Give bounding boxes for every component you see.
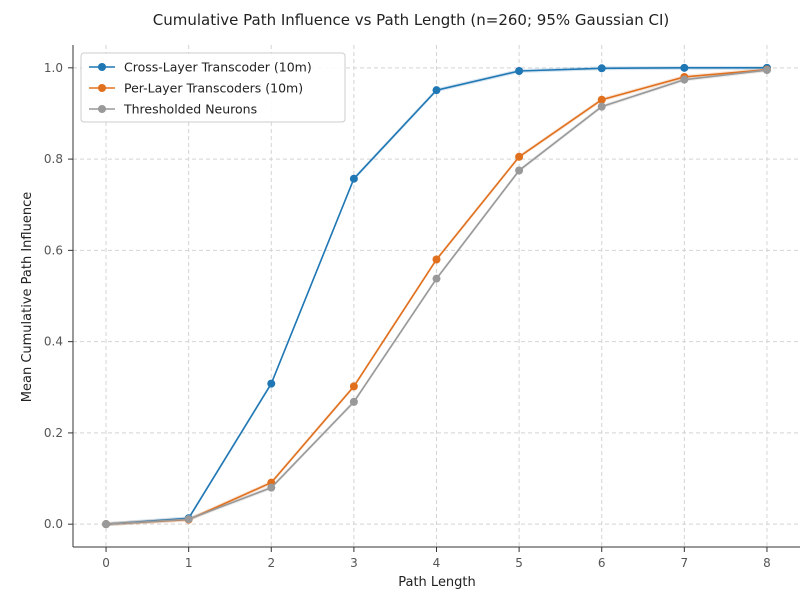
legend-swatch-marker [98,105,106,113]
confidence-bands [106,65,767,527]
data-point [515,67,524,76]
data-point [184,515,193,524]
data-point [762,66,771,75]
data-point [349,397,358,406]
axes: 0 1 2 3 4 5 6 7 8 0.0 0.2 0.4 0.6 0.8 1.0 [44,45,800,570]
series-lines [102,63,771,529]
data-point [515,152,524,161]
legend-entry-label: Per-Layer Transcoders (10m) [124,81,303,96]
x-tick-label: 5 [515,556,523,570]
data-point [349,174,358,183]
data-point [349,382,358,391]
ci-band [106,65,767,527]
y-tick-label: 1.0 [44,61,63,75]
y-tick-label: 0.2 [44,426,63,440]
legend-box [80,52,346,123]
x-tick-label: 7 [681,556,689,570]
y-axis-label: Mean Cumulative Path Influence [20,192,35,402]
legend: Cross-Layer Transcoder (10m) Per-Layer Tr… [80,52,346,123]
legend-swatch-marker [98,84,106,92]
x-tick-label: 3 [350,556,358,570]
y-tick-label: 0.4 [44,335,63,349]
x-axis-label: Path Length [398,575,476,590]
x-tick-label: 8 [763,556,771,570]
x-tick-label: 4 [433,556,441,570]
data-point [102,520,111,529]
data-point [597,64,606,73]
data-point [267,483,276,492]
x-tick-label: 6 [598,556,606,570]
data-point [432,86,441,95]
legend-entry-label: Cross-Layer Transcoder (10m) [124,60,312,75]
data-point [267,379,276,388]
y-tick-label: 0.8 [44,152,63,166]
data-point [432,255,441,264]
data-point [515,166,524,175]
y-tick-label: 0.6 [44,243,63,257]
chart-title: Cumulative Path Influence vs Path Length… [153,11,669,29]
data-point [597,102,606,111]
data-point [680,63,689,72]
data-point [597,95,606,104]
x-tick-label: 0 [102,556,110,570]
data-point [432,274,441,283]
x-tick-label: 1 [185,556,193,570]
data-point [680,75,689,84]
y-tick-label: 0.0 [44,517,63,531]
legend-swatch-marker [98,63,106,71]
legend-entry-label: Thresholded Neurons [123,102,257,117]
x-tick-label: 2 [267,556,275,570]
